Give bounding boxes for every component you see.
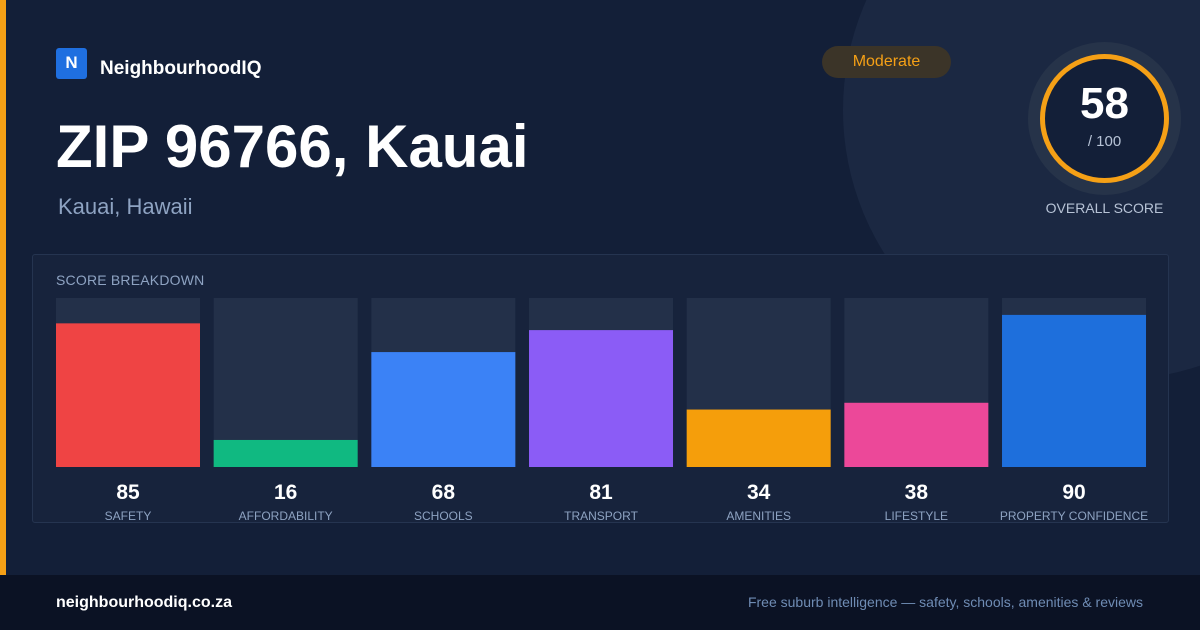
bar-value-affordability: 16 (274, 481, 297, 504)
score-ring-icon (1028, 42, 1181, 195)
bar-value-lifestyle: 38 (905, 481, 929, 504)
bar-property-confidence (1002, 314, 1147, 467)
bar-label-lifestyle: LIFESTYLE (885, 509, 948, 523)
bar-transport (529, 330, 674, 467)
brand-name: NeighbourhoodIQ (100, 58, 262, 79)
bar-value-property-confidence: 90 (1062, 481, 1085, 504)
overall-score-value: 58 (1080, 79, 1129, 128)
overall-score-label: OVERALL SCORE (1045, 200, 1164, 216)
brand-logo-icon: N (56, 47, 87, 79)
bar-track-affordability (213, 298, 358, 467)
bar-label-safety: SAFETY (105, 509, 152, 523)
bar-lifestyle (844, 402, 989, 467)
bar-value-schools: 68 (432, 481, 456, 504)
bar-value-safety: 85 (116, 481, 140, 504)
footer-url-link[interactable]: neighbourhoodiq.co.za (56, 594, 232, 611)
page-title: ZIP 96766, Kauai (56, 113, 529, 180)
bar-value-transport: 81 (589, 481, 613, 504)
bar-label-transport: TRANSPORT (564, 509, 638, 523)
rating-badge: Moderate (822, 46, 951, 78)
bar-safety (56, 323, 200, 467)
bar-label-schools: SCHOOLS (414, 509, 473, 523)
bar-label-property-confidence: PROPERTY CONFIDENCE (1000, 509, 1148, 523)
bar-schools (371, 352, 516, 467)
overall-score-max: / 100 (1087, 133, 1122, 150)
footer (0, 575, 1200, 630)
bar-value-amenities: 34 (747, 481, 771, 504)
left-accent-bar (0, 0, 6, 575)
brand[interactable]: N NeighbourhoodIQ (56, 46, 261, 80)
footer-tagline: Free suburb intelligence — safety, schoo… (747, 594, 1143, 610)
bar-label-amenities: AMENITIES (726, 509, 791, 523)
overall-score-gauge: 58 / 100 (1028, 42, 1181, 195)
score-breakdown-title: SCORE BREAKDOWN (56, 272, 205, 288)
location-subtitle: Kauai, Hawaii (58, 194, 193, 219)
bar-label-affordability: AFFORDABILITY (239, 509, 333, 523)
bar-affordability (213, 439, 358, 467)
bar-amenities (686, 409, 831, 467)
